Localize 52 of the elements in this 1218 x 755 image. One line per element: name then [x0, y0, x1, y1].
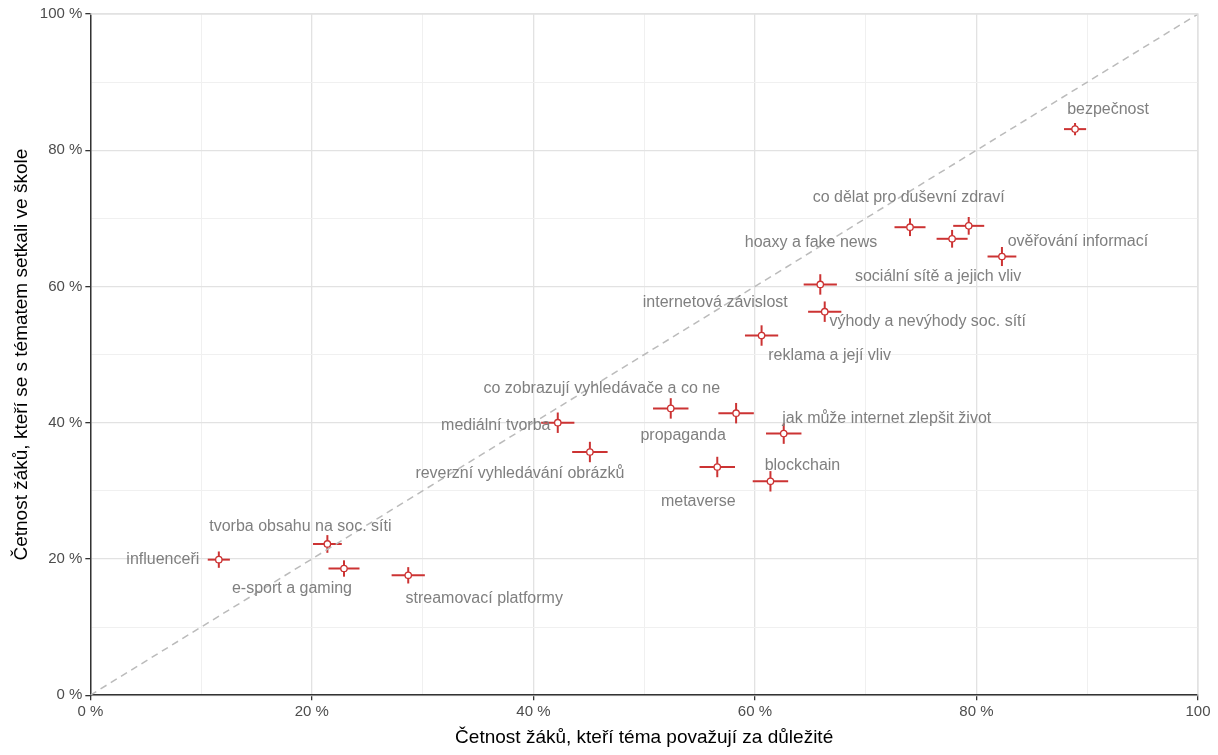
- annotation: hoaxy a fake news: [744, 232, 878, 250]
- point: [323, 540, 332, 548]
- annotation: e-sport a gaming: [231, 578, 353, 596]
- annotation: internetová závislost: [642, 292, 789, 310]
- point: [906, 223, 914, 232]
- annotation: propaganda: [640, 425, 726, 443]
- annotation: influenceři: [126, 550, 200, 568]
- point: [964, 222, 973, 230]
- y-tick-label: 20 %: [48, 549, 83, 567]
- y-tick-label: 40 %: [48, 412, 83, 430]
- point: [713, 463, 722, 471]
- annotation: co zobrazují vyhledávače a co ne: [483, 378, 721, 396]
- point: [948, 234, 956, 243]
- point: [816, 280, 825, 289]
- point: [404, 571, 413, 580]
- point: [732, 409, 740, 418]
- x-tick-label: 100: [1185, 702, 1211, 720]
- x-tick-label: 80 %: [959, 702, 994, 720]
- x-tick-label: 60 %: [737, 702, 773, 720]
- point: [214, 555, 223, 564]
- annotation: blockchain: [764, 455, 841, 473]
- annotation: mediální tvorba: [441, 416, 551, 434]
- x-tick-label: 0 %: [77, 702, 104, 720]
- point: [757, 331, 766, 340]
- y-tick-label: 80 %: [48, 140, 83, 158]
- x-axis-title: Četnost žáků, kteří téma považují za důležité: [455, 725, 834, 747]
- annotation: metaverse: [660, 492, 736, 510]
- point: [586, 448, 594, 456]
- point: [666, 404, 675, 413]
- annotation: jak může internet zlepšit život: [781, 409, 992, 427]
- point: [340, 564, 348, 573]
- annotation: co dělat pro duševní zdraví: [812, 188, 1006, 206]
- annotation: tvorba obsahu na soc. síti: [209, 517, 392, 535]
- y-tick-label: 0 %: [56, 685, 83, 703]
- y-tick-label: 100 %: [39, 4, 83, 22]
- x-tick-label: 20 %: [294, 702, 329, 720]
- point: [820, 307, 829, 316]
- point: [1071, 125, 1079, 133]
- y-axis-title: Četnost žáků, kteří se s tématem setkali ve škole: [9, 148, 31, 561]
- y-tick-label: 60 %: [48, 276, 83, 294]
- annotation: reverzní vyhledávání obrázků: [415, 464, 625, 482]
- annotation: bezpečnost: [1067, 99, 1150, 117]
- annotation: ověřování informací: [1007, 231, 1149, 249]
- annotation: streamovací platformy: [405, 588, 563, 606]
- point: [553, 418, 562, 427]
- x-tick-label: 40 %: [516, 702, 551, 720]
- point: [779, 429, 788, 438]
- point: [766, 477, 775, 486]
- annotation: výhody a nevýhody soc. sítí: [829, 312, 1027, 330]
- point: [998, 252, 1006, 261]
- annotation: sociální sítě a jejich vliv: [854, 267, 1022, 285]
- annotation: reklama a její vliv: [768, 345, 891, 363]
